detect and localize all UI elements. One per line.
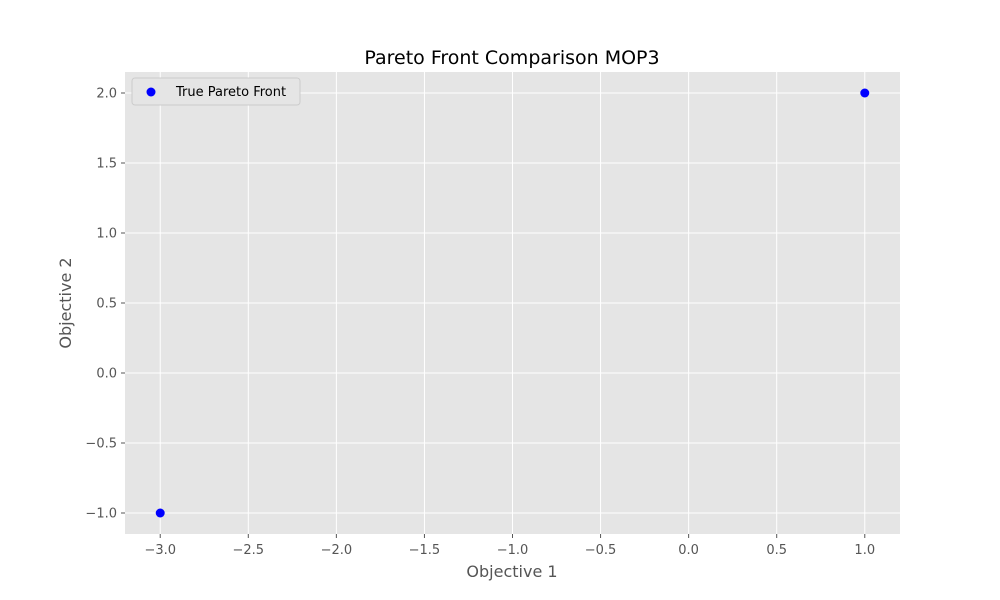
grid-lines <box>125 72 900 534</box>
x-axis-label: Objective 1 <box>466 562 557 581</box>
y-tick-label: 0.5 <box>96 297 117 312</box>
x-tick-label: −2.0 <box>321 543 353 558</box>
y-tick-label: −1.0 <box>85 507 117 522</box>
data-point <box>155 508 165 518</box>
x-tick-label: −2.5 <box>233 543 265 558</box>
y-tick-label: 1.5 <box>96 157 117 172</box>
x-axis-ticks: −3.0 −2.5 −2.0 −1.5 −1.0 −0.5 0.0 0.5 1.0 <box>144 534 875 558</box>
x-tick-label: 0.5 <box>766 543 787 558</box>
y-axis-ticks: −1.0 −0.5 0.0 0.5 1.0 1.5 2.0 <box>85 87 125 522</box>
legend-box <box>131 77 301 106</box>
y-tick-label: 0.0 <box>96 367 117 382</box>
chart-title: Pareto Front Comparison MOP3 <box>364 47 659 69</box>
data-point <box>860 88 870 98</box>
y-tick-label: 1.0 <box>96 227 117 242</box>
y-tick-label: −0.5 <box>85 437 117 452</box>
x-tick-label: −3.0 <box>144 543 176 558</box>
y-axis-label: Objective 2 <box>56 257 75 348</box>
legend-label: True Pareto Front <box>175 85 286 100</box>
x-tick-label: −1.0 <box>497 543 529 558</box>
legend: True Pareto Front <box>131 77 301 106</box>
x-tick-label: 1.0 <box>854 543 875 558</box>
x-tick-label: −1.5 <box>409 543 441 558</box>
x-tick-label: 0.0 <box>678 543 699 558</box>
y-tick-label: 2.0 <box>96 87 117 102</box>
scatter-points <box>155 88 870 518</box>
x-tick-label: −0.5 <box>585 543 617 558</box>
legend-marker <box>146 87 156 97</box>
